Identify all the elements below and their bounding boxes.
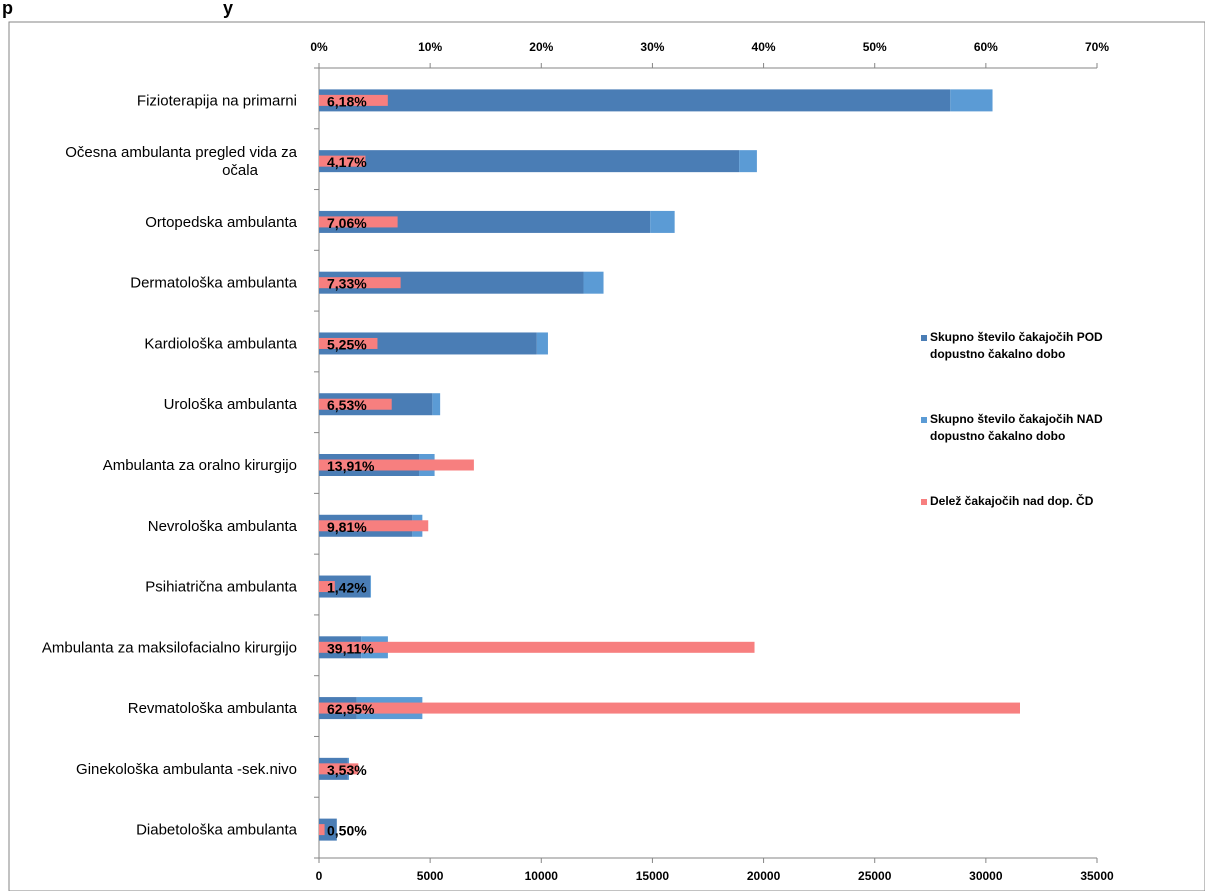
category-label-line: Psihiatrična ambulanta <box>145 579 297 596</box>
x-bottom-tick-label: 15000 <box>636 869 670 883</box>
bar-delez <box>319 702 1020 714</box>
data-label: 13,91% <box>327 458 375 474</box>
data-label: 4,17% <box>327 154 367 170</box>
legend-label-line: dopustno čakalno dobo <box>930 429 1065 443</box>
category-label: Ortopedska ambulanta <box>145 214 297 231</box>
x-top-tick-label: 0% <box>310 40 328 54</box>
bar-delez <box>319 94 388 106</box>
legend-swatch <box>921 417 927 423</box>
data-label: 5,25% <box>327 336 367 352</box>
category-label: Fizioterapija na primarni <box>137 92 297 109</box>
bar-delez <box>319 459 474 471</box>
category-label: Nevrološka ambulanta <box>148 518 298 535</box>
category-label: Revmatološka ambulanta <box>128 700 298 717</box>
x-bottom-tick-label: 35000 <box>1080 869 1114 883</box>
category-label-line: Dermatološka ambulanta <box>130 275 297 292</box>
bar-nad <box>432 393 441 416</box>
data-label: 0,50% <box>327 823 367 839</box>
bar-delez <box>319 216 398 228</box>
data-label: 1,42% <box>327 580 367 596</box>
category-label-line: Očesna ambulanta pregled vida za <box>65 144 297 161</box>
legend-label: Skupno število čakajočih POD dopustno čak… <box>930 330 1103 361</box>
legend-label-line: dopustno čakalno dobo <box>930 347 1065 361</box>
category-label: Urološka ambulanta <box>164 396 298 413</box>
category-label: Dermatološka ambulanta <box>130 275 297 292</box>
data-label: 62,95% <box>327 701 375 717</box>
bar-delez <box>319 641 755 653</box>
bar-delez <box>319 763 359 775</box>
category-label-line: Fizioterapija na primarni <box>137 92 297 109</box>
bar-delez <box>319 277 401 289</box>
legend-label-line: Delež čakajočih nad dop. ČD <box>930 493 1094 508</box>
x-bottom-tick-label: 10000 <box>525 869 559 883</box>
bar-pod <box>319 210 651 233</box>
chart-title: p y <box>2 0 233 18</box>
data-label: 6,53% <box>327 397 367 413</box>
legend-swatch <box>921 335 927 341</box>
x-bottom-tick-label: 5000 <box>417 869 444 883</box>
category-label: Psihiatrična ambulanta <box>145 579 297 596</box>
category-label: Ambulanta za oralno kirurgijo <box>103 457 297 474</box>
x-top-tick-label: 70% <box>1085 40 1109 54</box>
category-label-line: Ginekološka ambulanta -sek.nivo <box>76 761 297 778</box>
legend-label: Delež čakajočih nad dop. ČD <box>930 493 1094 508</box>
x-top-tick-label: 10% <box>418 40 442 54</box>
x-top-tick-label: 30% <box>640 40 664 54</box>
x-top-tick-label: 20% <box>529 40 553 54</box>
bar-pod <box>319 89 951 112</box>
category-label-line: Diabetološka ambulanta <box>136 822 298 839</box>
category-label: Diabetološka ambulanta <box>136 822 298 839</box>
bar-nad <box>739 150 757 173</box>
category-label-line: Ortopedska ambulanta <box>145 214 297 231</box>
category-label-line: Ambulanta za oralno kirurgijo <box>103 457 297 474</box>
x-bottom-tick-label: 30000 <box>969 869 1003 883</box>
bar-nad <box>370 575 372 598</box>
legend-item-nad: Skupno število čakajočih NAD dopustno čak… <box>921 412 1103 443</box>
x-bottom-tick-label: 20000 <box>747 869 781 883</box>
bar-delez <box>319 337 378 349</box>
bar-nad <box>650 210 675 233</box>
bar-delez <box>319 581 335 593</box>
data-label: 6,18% <box>327 93 367 109</box>
legend-item-pod: Skupno število čakajočih POD dopustno čak… <box>921 330 1103 361</box>
category-label-line: Kardiološka ambulanta <box>144 335 297 352</box>
bar-delez <box>319 155 366 167</box>
bar-delez <box>319 398 392 410</box>
category-label: Očesna ambulanta pregled vida za očala <box>65 144 297 179</box>
bar-pod <box>319 150 740 173</box>
bar-nad <box>536 332 548 355</box>
bar-delez <box>319 824 325 836</box>
x-top-tick-label: 50% <box>863 40 887 54</box>
category-label-line: Ambulanta za maksilofacialno kirurgijo <box>42 639 297 656</box>
chart-border <box>8 21 1205 891</box>
category-label: Ambulanta za maksilofacialno kirurgijo <box>42 639 297 656</box>
x-top-tick-label: 40% <box>752 40 776 54</box>
category-label-line: Urološka ambulanta <box>164 396 298 413</box>
data-label: 9,81% <box>327 519 367 535</box>
bar-nad <box>950 89 993 112</box>
bar-delez <box>319 520 429 532</box>
legend-item-delez: Delež čakajočih nad dop. ČD <box>921 493 1094 508</box>
data-label: 7,06% <box>327 215 367 231</box>
data-label: 7,33% <box>327 276 367 292</box>
legend-label: Skupno število čakajočih NAD dopustno čak… <box>930 412 1103 443</box>
x-bottom-tick-label: 0 <box>316 869 323 883</box>
legend-label-line: Skupno število čakajočih NAD <box>930 412 1103 426</box>
bar-nad <box>583 271 604 294</box>
legend-swatch <box>921 499 927 505</box>
data-label: 3,53% <box>327 762 367 778</box>
legend-label-line: Skupno število čakajočih POD <box>930 330 1103 344</box>
category-label-line: Revmatološka ambulanta <box>128 700 298 717</box>
category-label: Ginekološka ambulanta -sek.nivo <box>76 761 297 778</box>
category-label: Kardiološka ambulanta <box>144 335 297 352</box>
x-top-tick-label: 60% <box>974 40 998 54</box>
category-label-line: Nevrološka ambulanta <box>148 518 298 535</box>
category-label-line: očala <box>222 162 259 179</box>
data-label: 39,11% <box>327 640 374 656</box>
x-bottom-tick-label: 25000 <box>858 869 892 883</box>
